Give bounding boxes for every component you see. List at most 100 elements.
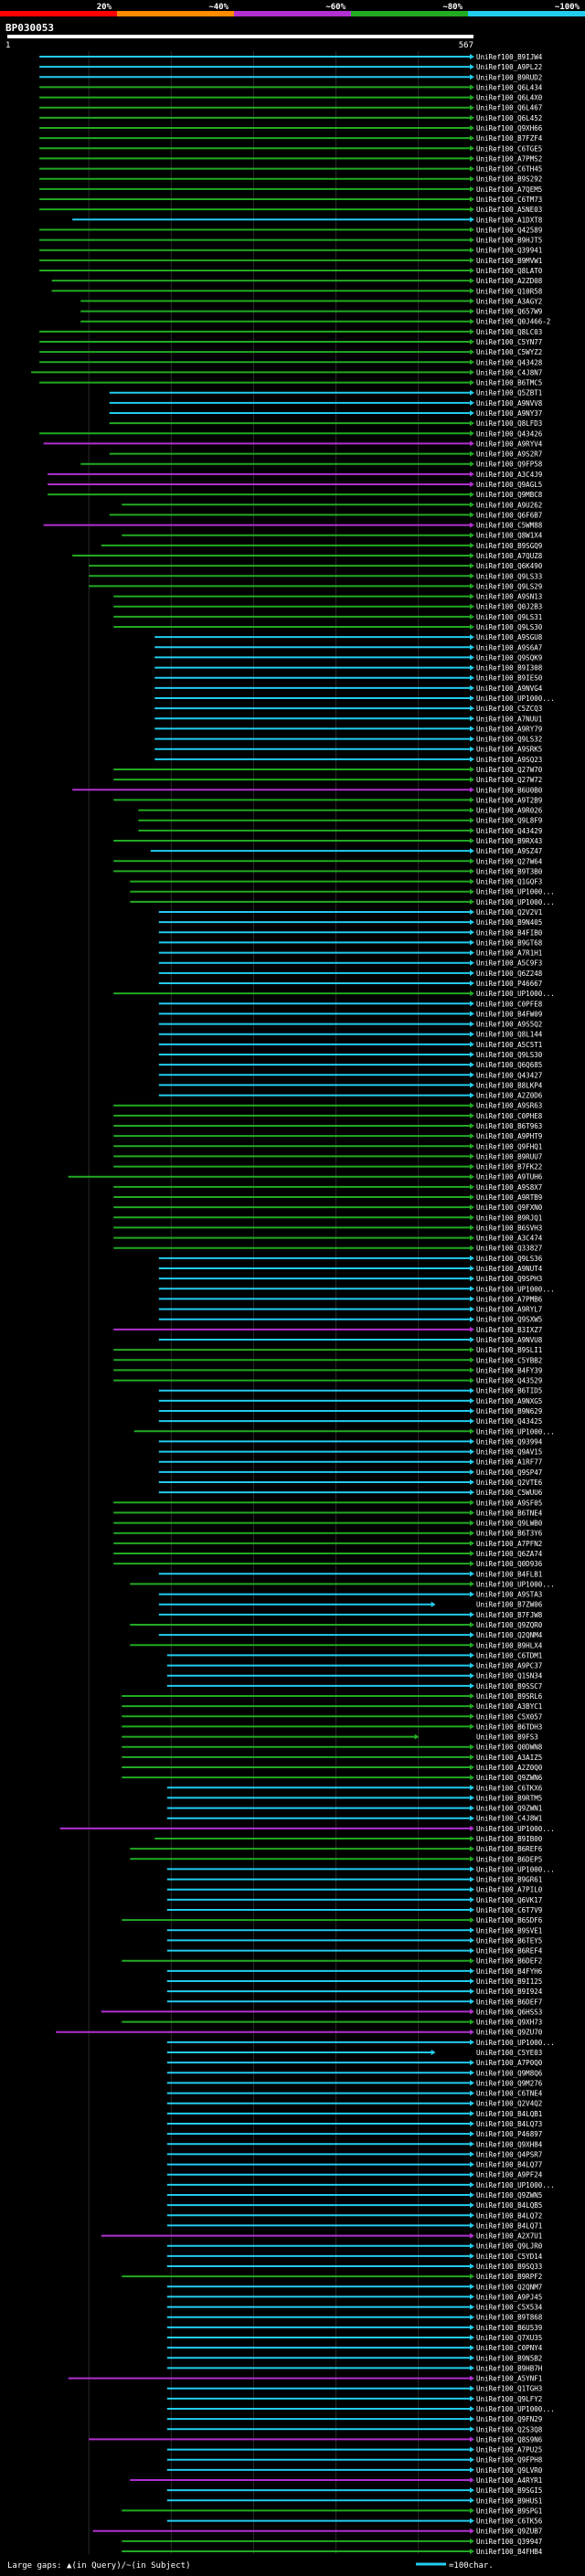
hit-label[interactable]: UniRef100_B9SRL6 (476, 1692, 543, 1701)
hit-label[interactable]: UniRef100_C5WM88 (476, 522, 543, 530)
hit-label[interactable]: UniRef100_Q6L4X0 (476, 94, 543, 102)
hit-label[interactable]: UniRef100_Q8L144 (476, 1031, 543, 1039)
hit-label[interactable]: UniRef100_A2Z0D6 (476, 1092, 543, 1100)
hit-label[interactable]: UniRef100_B6DEF2 (476, 1957, 542, 1966)
hit-label[interactable]: UniRef100_Q9AV15 (476, 1448, 542, 1457)
hit-label[interactable]: UniRef100_A9NVU8 (476, 1336, 543, 1344)
hit-label[interactable]: UniRef100_A3BYC1 (476, 1702, 542, 1711)
hit-label[interactable]: UniRef100_Q2V2V1 (476, 908, 542, 917)
hit-label[interactable]: UniRef100_B9RTM5 (476, 1794, 542, 1802)
hit-label[interactable]: UniRef100_B9SGQ9 (476, 542, 542, 550)
hit-label[interactable]: UniRef100_B4FY39 (476, 1366, 542, 1374)
hit-label[interactable]: UniRef100_A9PC37 (476, 1662, 542, 1670)
hit-label[interactable]: UniRef100_B4FIB0 (476, 928, 543, 937)
hit-label[interactable]: UniRef100_B9IJW4 (476, 53, 543, 61)
hit-label[interactable]: UniRef100_Q9ZWN1 (476, 1805, 542, 1813)
hit-label[interactable]: UniRef100_B7FZF4 (476, 134, 543, 143)
hit-label[interactable]: UniRef100_Q33827 (476, 1245, 542, 1253)
hit-label[interactable]: UniRef100_A9SF05 (476, 1499, 542, 1507)
hit-label[interactable]: UniRef100_UP1000... (476, 990, 555, 998)
hit-label[interactable]: UniRef100_A9SZ47 (476, 847, 542, 855)
hit-label[interactable]: UniRef100_Q2S3Q8 (476, 2425, 543, 2433)
hit-label[interactable]: UniRef100_UP1000... (476, 1865, 555, 1873)
hit-label[interactable]: UniRef100_Q9M276 (476, 2079, 543, 2087)
hit-label[interactable]: UniRef100_C5YN77 (476, 338, 542, 346)
hit-label[interactable]: UniRef100_A2X7U1 (476, 2232, 542, 2241)
hit-label[interactable]: UniRef100_A7P0Q0 (476, 2059, 543, 2067)
hit-label[interactable]: UniRef100_Q93994 (476, 1437, 543, 1446)
hit-label[interactable]: UniRef100_Q9LS36 (476, 1255, 543, 1263)
hit-label[interactable]: UniRef100_B6T963 (476, 1122, 542, 1130)
hit-label[interactable]: UniRef100_B9RPF2 (476, 2273, 542, 2281)
hit-label[interactable]: UniRef100_P46667 (476, 980, 542, 988)
hit-label[interactable]: UniRef100_B6TMC5 (476, 379, 542, 387)
hit-label[interactable]: UniRef100_A5NE03 (476, 206, 542, 214)
hit-label[interactable]: UniRef100_Q1SN34 (476, 1672, 543, 1680)
hit-label[interactable]: UniRef100_B6DEF7 (476, 1998, 542, 2006)
hit-label[interactable]: UniRef100_Q43428 (476, 358, 543, 366)
hit-label[interactable]: UniRef100_UP1000... (476, 1825, 555, 1833)
hit-label[interactable]: UniRef100_B3IXZ7 (476, 1326, 542, 1334)
hit-label[interactable]: UniRef100_B6SVH3 (476, 1224, 542, 1232)
hit-label[interactable]: UniRef100_A9RY79 (476, 725, 542, 733)
hit-label[interactable]: UniRef100_Q39941 (476, 247, 542, 255)
hit-label[interactable]: UniRef100_Q9ZU70 (476, 2029, 543, 2037)
hit-label[interactable]: UniRef100_B6REF4 (476, 1947, 543, 1956)
hit-label[interactable]: UniRef100_A4RYR1 (476, 2476, 542, 2485)
hit-label[interactable]: UniRef100_Q6Q685 (476, 1061, 542, 1069)
hit-label[interactable]: UniRef100_Q9XH66 (476, 124, 543, 133)
hit-label[interactable]: UniRef100_Q4PSR7 (476, 2150, 542, 2158)
hit-label[interactable]: UniRef100_A9PHT9 (476, 1132, 542, 1140)
hit-label[interactable]: UniRef100_A7R1H1 (476, 949, 542, 958)
hit-label[interactable]: UniRef100_A2Z0Q0 (476, 1764, 543, 1772)
hit-label[interactable]: UniRef100_Q9AGL5 (476, 481, 542, 489)
hit-label[interactable]: UniRef100_C5X534 (476, 2304, 543, 2312)
hit-label[interactable]: UniRef100_B9IES0 (476, 674, 543, 683)
hit-label[interactable]: UniRef100_B6DEP5 (476, 1855, 542, 1863)
hit-label[interactable]: UniRef100_C5X057 (476, 1712, 542, 1721)
hit-label[interactable]: UniRef100_UP1000... (476, 888, 555, 896)
hit-label[interactable]: UniRef100_B4LQB5 (476, 2201, 542, 2210)
hit-label[interactable]: UniRef100_C6TGE5 (476, 144, 542, 153)
hit-label[interactable]: UniRef100_A7QUZ8 (476, 552, 543, 560)
hit-label[interactable]: UniRef100_B9T3B0 (476, 867, 543, 875)
hit-label[interactable]: UniRef100_B9HLX4 (476, 1641, 543, 1649)
hit-label[interactable]: UniRef100_Q6L467 (476, 104, 542, 112)
hit-label[interactable]: UniRef100_B9N5B2 (476, 2354, 542, 2362)
hit-label[interactable]: UniRef100_A5C9F3 (476, 959, 542, 968)
hit-label[interactable]: UniRef100_Q0J2B3 (476, 603, 542, 611)
hit-label[interactable]: UniRef100_Q6L434 (476, 83, 543, 91)
hit-label[interactable]: UniRef100_A3C474 (476, 1235, 543, 1243)
hit-label[interactable]: UniRef100_A9S6A7 (476, 643, 542, 652)
hit-label[interactable]: UniRef100_C4J8N7 (476, 368, 542, 376)
hit-label[interactable]: UniRef100_A7NUU1 (476, 715, 542, 723)
hit-label[interactable]: UniRef100_A9SRK5 (476, 746, 542, 754)
hit-label[interactable]: UniRef100_B9RX43 (476, 837, 542, 845)
hit-label[interactable]: UniRef100_C5YE03 (476, 2049, 542, 2057)
hit-label[interactable]: UniRef100_A9SGU8 (476, 633, 543, 641)
hit-label[interactable]: UniRef100_Q2QNM4 (476, 1631, 543, 1639)
hit-label[interactable]: UniRef100_B7FJW8 (476, 1611, 543, 1619)
hit-label[interactable]: UniRef100_Q2VTE6 (476, 1479, 543, 1487)
hit-label[interactable]: UniRef100_Q27W70 (476, 766, 543, 774)
hit-label[interactable]: UniRef100_A7PMB6 (476, 1295, 543, 1303)
hit-label[interactable]: UniRef100_Q9SPH3 (476, 1275, 542, 1283)
hit-label[interactable]: UniRef100_B9HUS1 (476, 2496, 542, 2505)
hit-label[interactable]: UniRef100_B9RUU7 (476, 1152, 542, 1161)
hit-label[interactable]: UniRef100_C5YBB2 (476, 1356, 542, 1364)
hit-label[interactable]: UniRef100_A9S5Q2 (476, 1021, 542, 1029)
hit-label[interactable]: UniRef100_B8LKP4 (476, 1081, 543, 1089)
hit-label[interactable]: UniRef100_Q0DWN8 (476, 1744, 543, 1752)
hit-label[interactable]: UniRef100_Q9XH84 (476, 2140, 543, 2148)
hit-label[interactable]: UniRef100_Q6K490 (476, 562, 543, 570)
hit-label[interactable]: UniRef100_B6SDF6 (476, 1916, 543, 1924)
hit-label[interactable]: UniRef100_A9NY37 (476, 409, 542, 418)
hit-label[interactable]: UniRef100_B6TEY5 (476, 1936, 542, 1945)
hit-label[interactable]: UniRef100_C0PNY4 (476, 2344, 543, 2352)
hit-label[interactable]: UniRef100_Q9XH73 (476, 2019, 542, 2027)
hit-label[interactable]: UniRef100_A9TUH6 (476, 1173, 543, 1182)
hit-label[interactable]: UniRef100_UP1000... (476, 694, 555, 703)
hit-label[interactable]: UniRef100_B9T868 (476, 2314, 543, 2322)
hit-label[interactable]: UniRef100_Q10R58 (476, 287, 543, 295)
hit-label[interactable]: UniRef100_A9SQ23 (476, 756, 542, 764)
